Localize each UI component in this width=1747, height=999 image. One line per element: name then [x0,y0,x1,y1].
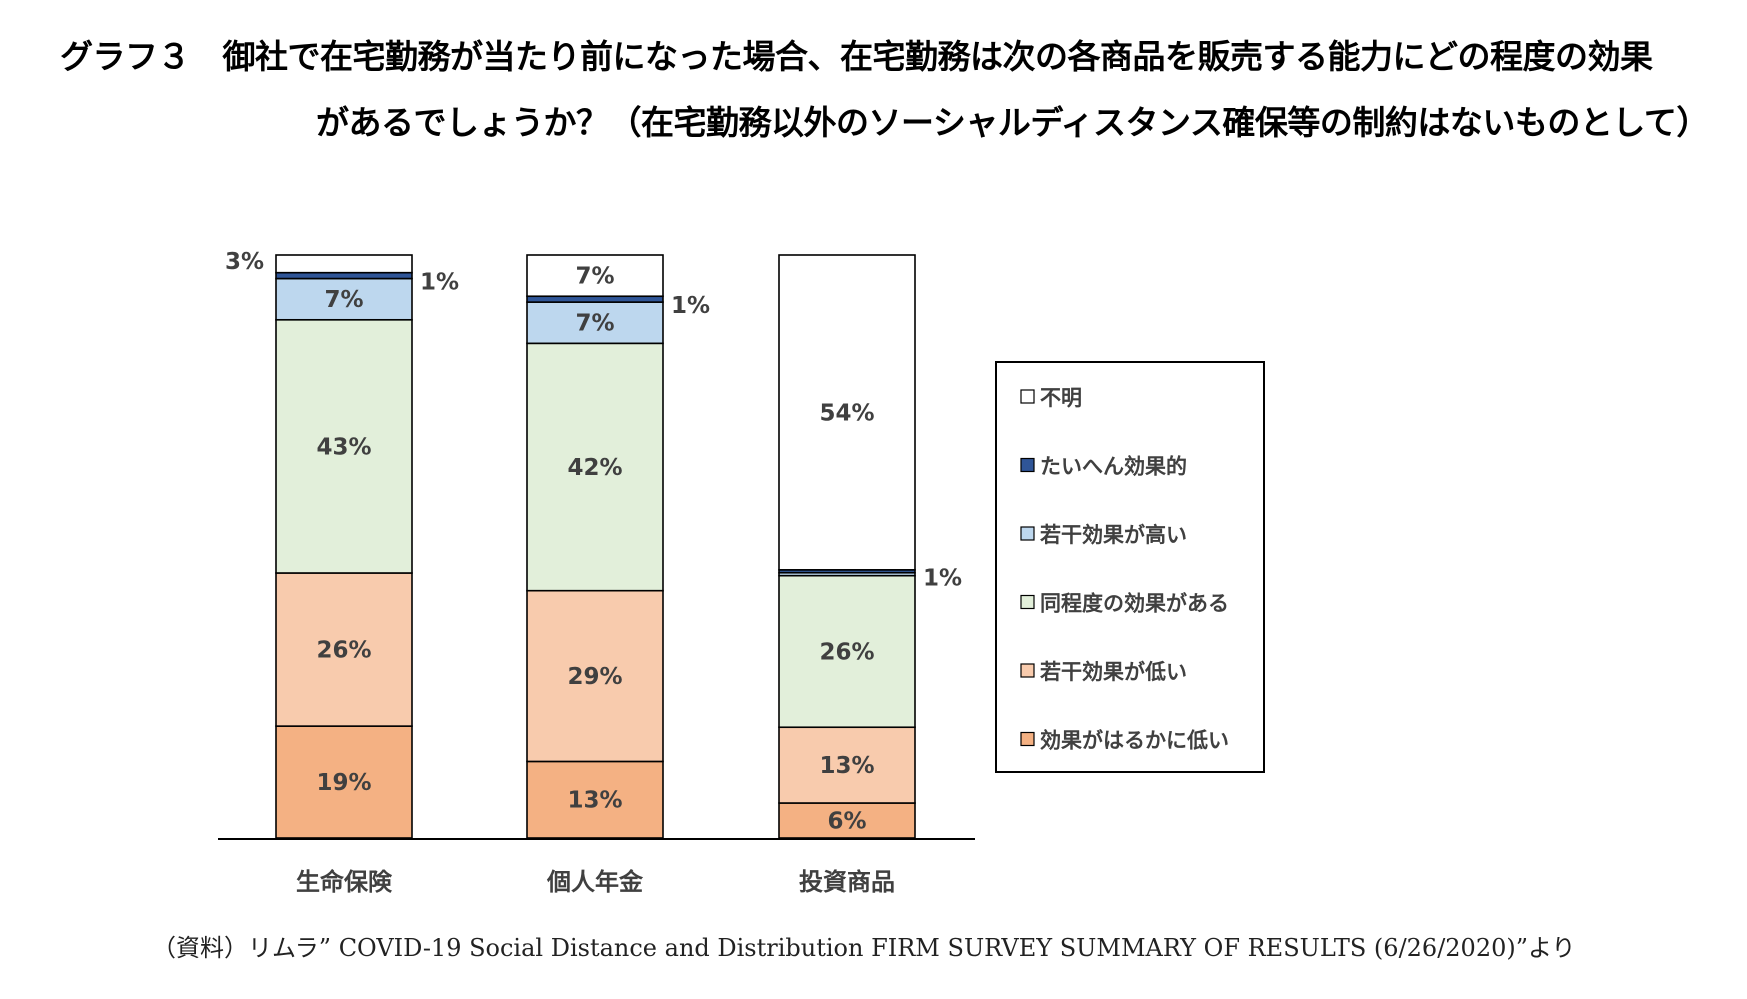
bar-segment-0-5 [275,254,413,274]
legend-swatch-4 [1020,663,1035,678]
bar-segment-0-0 [275,725,413,839]
bar-segment-2-1 [778,726,916,804]
chart-title-line2: があるでしょうか？（在宅勤務以外のソーシャルディスタンス確保等の制約はないものと… [316,103,1709,142]
data-label-0-1: 26% [316,638,371,664]
data-label-0-2: 43% [316,434,371,460]
legend-box [995,361,1265,773]
data-label-1-4: 1% [671,293,710,319]
data-label-2-2: 26% [819,639,874,665]
data-label-1-1: 29% [567,664,622,690]
legend-label-3: 同程度の効果がある [1040,592,1229,616]
bar-segment-0-2 [275,318,413,574]
legend-label-4: 若干効果が低い [1039,660,1187,684]
bar-segment-1-2 [526,342,664,592]
legend-label-0: 不明 [1040,386,1082,410]
data-label-1-2: 42% [567,455,622,481]
data-label-1-5: 7% [575,264,614,290]
data-label-2-1: 13% [819,753,874,779]
bar-segment-0-3 [275,277,413,321]
bar-segment-1-0 [526,760,664,839]
data-label-0-0: 19% [316,770,371,796]
legend-swatch-1 [1020,457,1035,473]
bar-segment-2-5 [778,254,916,571]
category-label-1: 個人年金 [546,868,644,896]
data-label-0-4: 1% [420,270,459,296]
source-note: （資料）リムラ” COVID-19 Social Distance and Di… [152,934,1576,962]
bar-segment-2-0 [778,802,916,839]
bar-segment-1-1 [526,589,664,763]
legend-swatch-2 [1020,526,1035,541]
data-label-0-3: 7% [324,287,363,313]
chart-title-line1: グラフ３ 御社で在宅勤務が当たり前になった場合、在宅勤務は次の各商品を販売する能… [60,37,1653,76]
bar-segment-0-1 [275,572,413,727]
bar-segment-0-4 [275,271,413,280]
data-label-2-4: 1% [923,565,962,591]
bar-segment-1-5 [526,254,664,298]
bar-segment-1-3 [526,301,664,345]
bar-segment-1-4 [526,295,664,303]
data-label-2-5: 54% [819,400,874,426]
legend-label-1: たいへん効果的 [1040,455,1187,479]
data-label-1-3: 7% [575,311,614,337]
data-label-2-0: 6% [827,809,866,835]
legend-label-2: 若干効果が高い [1039,523,1187,547]
legend-label-5: 効果がはるかに低い [1040,729,1229,753]
data-label-1-0: 13% [567,788,622,814]
legend-swatch-0 [1020,389,1035,404]
legend-swatch-3 [1020,594,1035,610]
category-label-0: 生命保険 [296,868,393,896]
bar-segment-2-2 [778,574,916,729]
legend-swatch-5 [1020,731,1035,747]
category-label-2: 投資商品 [799,868,895,896]
data-label-0-5: 3% [225,249,264,275]
